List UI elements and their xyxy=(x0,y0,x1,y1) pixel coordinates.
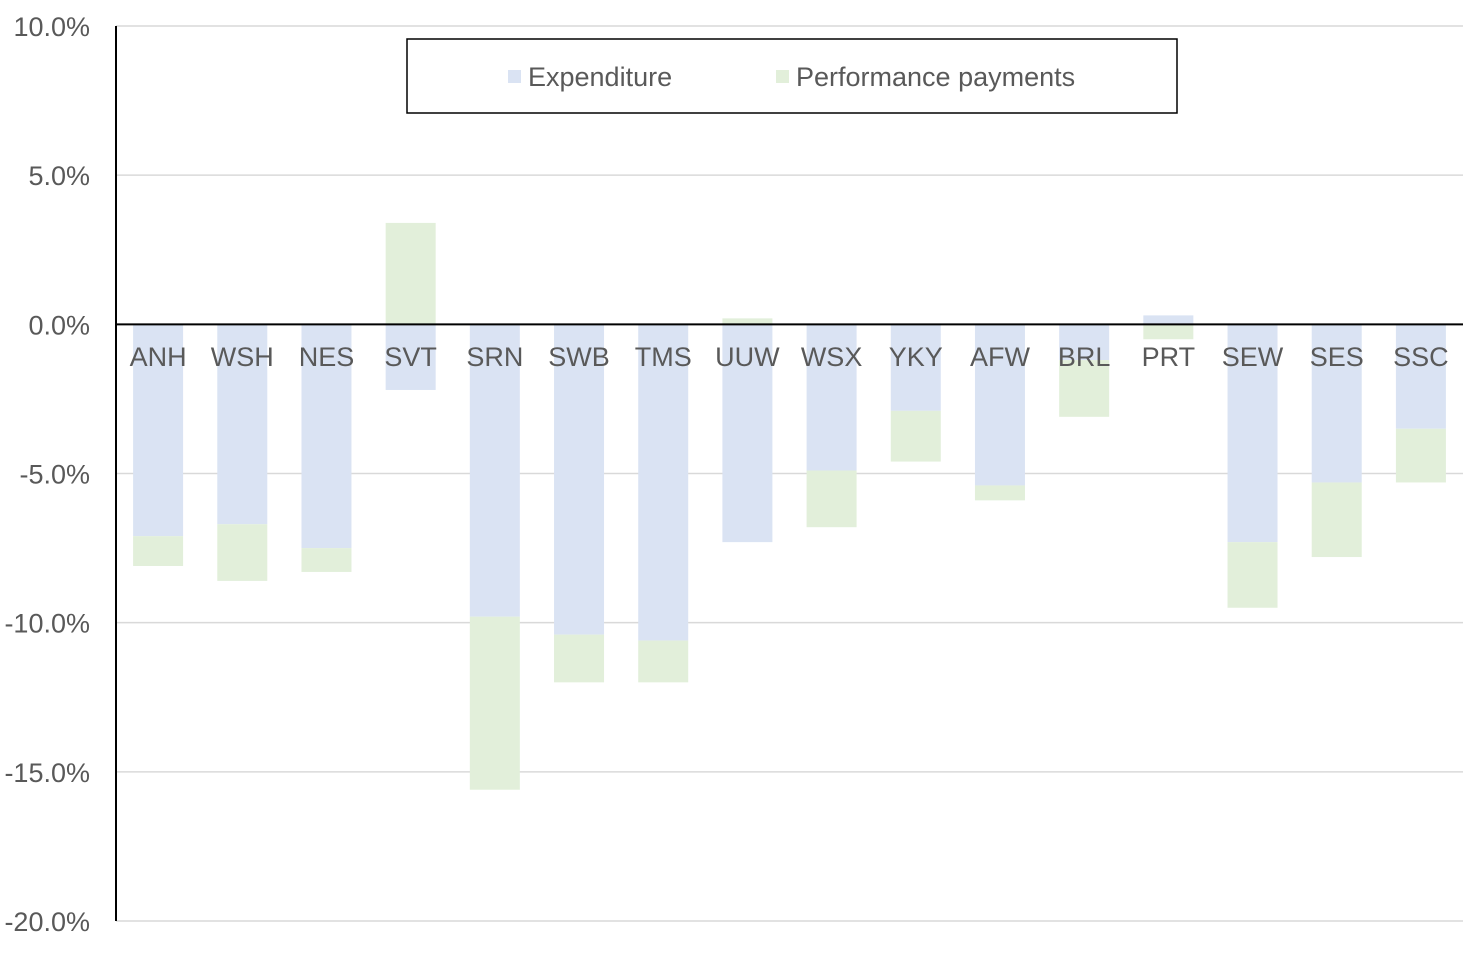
y-tick-labels: 10.0% 5.0% 0.0% -5.0% -10.0% -15.0% -20.0% xyxy=(4,12,90,937)
y-tick-label: 0.0% xyxy=(28,310,90,340)
category-label: WSX xyxy=(801,342,863,372)
bar-segment xyxy=(217,324,268,525)
bar-segment xyxy=(806,324,857,471)
category-label: SRN xyxy=(466,342,523,372)
bar-segment xyxy=(554,324,605,635)
bar-segment xyxy=(722,318,773,325)
category-label: SSC xyxy=(1393,342,1449,372)
category-label: TMS xyxy=(635,342,692,372)
bar-segment xyxy=(638,640,689,683)
category-label: BRL xyxy=(1058,342,1111,372)
bar-segment xyxy=(133,324,184,537)
bar-segment xyxy=(722,324,773,543)
legend-label: Performance payments xyxy=(796,62,1075,92)
bar-segment xyxy=(1143,324,1194,340)
bar-segment xyxy=(1227,324,1278,543)
bar-segment xyxy=(974,324,1025,486)
category-label: UUW xyxy=(715,342,780,372)
legend-swatch xyxy=(508,70,521,83)
bar-segment xyxy=(1143,315,1194,325)
bar-segment xyxy=(1395,324,1446,429)
bar-segment xyxy=(1395,428,1446,483)
bar-segment xyxy=(385,324,436,390)
y-tick-label: -5.0% xyxy=(19,460,90,490)
bar-segment xyxy=(806,470,857,528)
category-label: ANH xyxy=(130,342,187,372)
y-tick-label: 10.0% xyxy=(13,12,90,42)
bar-segment xyxy=(974,485,1025,501)
bar-segment xyxy=(1227,542,1278,608)
legend: Expenditure Performance payments xyxy=(406,38,1178,114)
bar-segment xyxy=(1311,482,1362,558)
bars xyxy=(133,222,1446,790)
category-label: YKY xyxy=(889,342,943,372)
bar-segment xyxy=(217,524,268,581)
bar-segment xyxy=(1059,324,1110,361)
y-tick-label: -20.0% xyxy=(4,907,90,937)
y-tick-label: 5.0% xyxy=(28,161,90,191)
category-label: WSH xyxy=(211,342,274,372)
bar-segment xyxy=(554,634,605,683)
legend-box xyxy=(406,38,1178,114)
bar-segment xyxy=(890,324,941,411)
legend-swatch xyxy=(776,70,789,83)
category-label: AFW xyxy=(970,342,1031,372)
category-label: SWB xyxy=(548,342,610,372)
legend-label: Expenditure xyxy=(528,62,672,92)
category-label: SEW xyxy=(1222,342,1284,372)
y-tick-label: -15.0% xyxy=(4,758,90,788)
bar-segment xyxy=(301,548,352,572)
bar-segment xyxy=(890,410,941,462)
category-label: PRT xyxy=(1142,342,1196,372)
y-tick-label: -10.0% xyxy=(4,609,90,639)
bar-segment xyxy=(469,616,520,790)
bar-segment xyxy=(638,324,689,641)
bar-segment xyxy=(1059,360,1110,417)
axes xyxy=(115,26,1463,921)
category-labels: ANH WSH NES SVT SRN SWB TMS UUW WSX YKY AFW BRL PRT S… xyxy=(130,342,1449,372)
bar-segment xyxy=(385,222,436,325)
category-label: SES xyxy=(1310,342,1364,372)
bar-segment xyxy=(1311,324,1362,483)
bar-segment xyxy=(301,324,352,549)
bar-segment xyxy=(133,536,184,566)
category-label: NES xyxy=(299,342,355,372)
bar-segment xyxy=(469,324,520,617)
category-label: SVT xyxy=(384,342,437,372)
